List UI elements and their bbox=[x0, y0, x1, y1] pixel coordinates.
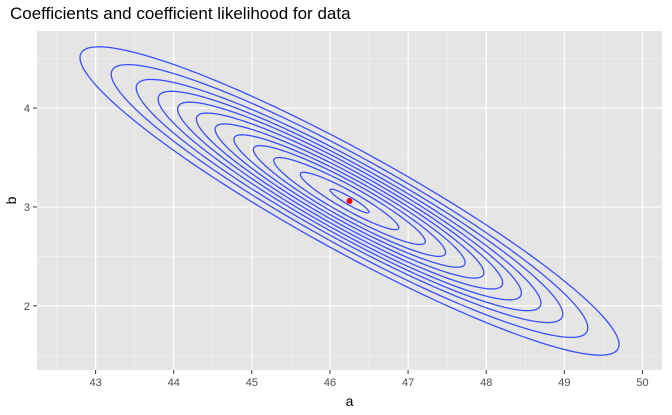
chart-title: Coefficients and coefficient likelihood … bbox=[10, 4, 351, 23]
contour-line-12 bbox=[329, 188, 370, 214]
contour-line-10 bbox=[273, 156, 426, 246]
x-tick-label: 47 bbox=[402, 377, 414, 389]
y-axis-title: b bbox=[3, 196, 19, 204]
likelihood-contours bbox=[79, 46, 620, 356]
estimate-layer bbox=[346, 197, 353, 204]
x-tick-label: 45 bbox=[246, 377, 258, 389]
x-axis-ticks: 43 44 45 46 47 48 49 50 bbox=[89, 370, 649, 389]
x-tick-label: 43 bbox=[89, 377, 101, 389]
x-tick-label: 50 bbox=[636, 377, 648, 389]
contour-line-2 bbox=[110, 63, 589, 339]
contour-line-1 bbox=[79, 46, 620, 356]
contour-line-7 bbox=[214, 123, 485, 279]
contour-line-9 bbox=[252, 144, 447, 257]
contour-line-11 bbox=[299, 171, 400, 231]
y-tick-label: 3 bbox=[24, 202, 30, 214]
x-tick-label: 44 bbox=[168, 377, 180, 389]
contour-line-8 bbox=[233, 134, 466, 268]
x-tick-label: 49 bbox=[558, 377, 570, 389]
y-tick-label: 4 bbox=[24, 103, 30, 115]
contour-line-3 bbox=[135, 78, 564, 324]
x-tick-label: 48 bbox=[480, 377, 492, 389]
contour-line-6 bbox=[195, 112, 504, 290]
x-tick-label: 46 bbox=[324, 377, 336, 389]
contour-line-4 bbox=[157, 90, 542, 312]
y-axis-ticks: 2 3 4 bbox=[24, 103, 37, 313]
contour-line-5 bbox=[176, 101, 523, 301]
estimate-point bbox=[346, 197, 353, 204]
y-tick-label: 2 bbox=[24, 301, 30, 313]
x-axis-title: a bbox=[346, 393, 354, 409]
